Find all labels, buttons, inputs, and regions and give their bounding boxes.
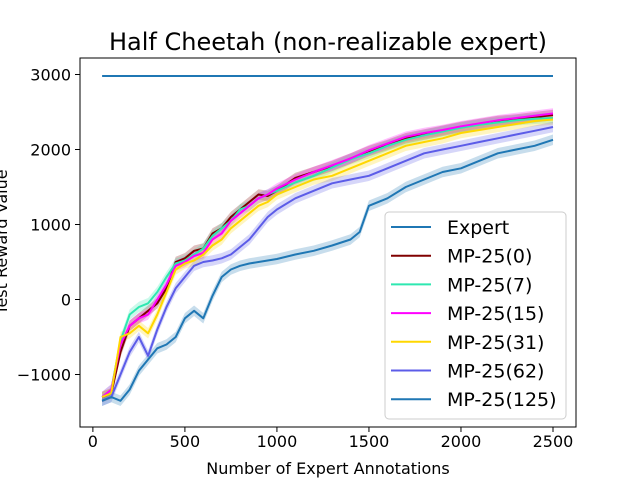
legend-label-mp-25-62: MP-25(62) <box>447 361 544 383</box>
legend: Expert MP-25(0) MP-25(7) MP-25(15) MP-25(31)… <box>384 211 567 420</box>
x-axis-ticks: 0 500 1000 1500 2000 2500 <box>88 427 574 451</box>
legend-label-expert: Expert <box>447 217 509 239</box>
legend-label-mp-25-125: MP-25(125) <box>447 389 557 411</box>
legend-label-mp-25-0: MP-25(0) <box>447 246 532 268</box>
series-lines <box>101 75 554 402</box>
legend-label-mp-25-15: MP-25(15) <box>447 303 544 325</box>
x-axis-label: Number of Expert Annotations <box>206 459 449 478</box>
y-tick-label: 0 <box>61 291 71 310</box>
x-tick-label: 2000 <box>441 432 482 451</box>
x-tick-label: 1000 <box>257 432 298 451</box>
plot-frame <box>79 57 577 428</box>
series-line-mp-25-31 <box>101 118 554 398</box>
legend-label-mp-25-7: MP-25(7) <box>447 274 532 296</box>
y-tick-label: −1000 <box>17 366 71 385</box>
legend-box <box>384 211 567 420</box>
legend-label-mp-25-31: MP-25(31) <box>447 332 544 354</box>
y-tick-label: 2000 <box>30 141 71 160</box>
series-line-mp-25-15 <box>101 112 554 398</box>
y-tick-label: 3000 <box>30 66 71 85</box>
band-mp-25-62 <box>102 121 553 407</box>
x-tick-label: 1500 <box>349 432 390 451</box>
chart-title: Half Cheetah (non-realizable expert) <box>109 28 547 56</box>
series-line-mp-25-62 <box>101 126 554 402</box>
y-tick-label: 1000 <box>30 216 71 235</box>
x-tick-label: 2500 <box>533 432 574 451</box>
y-axis-ticks: −1000 0 1000 2000 3000 <box>17 66 80 385</box>
x-tick-label: 0 <box>88 432 98 451</box>
y-axis-label: Test Reward Value <box>0 169 11 315</box>
series-line-mp-25-125 <box>101 138 554 402</box>
x-tick-label: 500 <box>170 432 201 451</box>
